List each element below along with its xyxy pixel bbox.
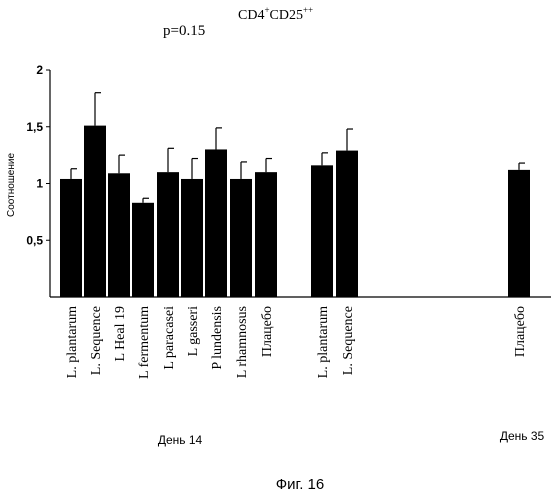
x-tick-label: L gasseri <box>186 306 201 357</box>
y-tick-label: 1 <box>36 177 43 191</box>
x-tick-label: Плацебо <box>513 306 528 357</box>
bar <box>108 173 130 297</box>
y-axis-label: Соотношение <box>6 153 17 217</box>
y-tick-label: 1,5 <box>26 120 43 134</box>
bar <box>255 172 277 297</box>
x-tick-label: L paracasei <box>162 306 177 370</box>
group-label-day35: День 35 <box>500 429 545 443</box>
bar <box>311 165 333 297</box>
x-tick-label: L. Sequence <box>341 306 356 375</box>
bar <box>84 126 106 297</box>
x-tick-label: L. plantarum <box>65 306 80 378</box>
bar <box>157 172 179 297</box>
group-label-day14: День 14 <box>158 433 203 447</box>
bar <box>132 203 154 297</box>
x-tick-label: P lundensis <box>210 306 225 370</box>
figure-caption: Фиг. 16 <box>276 476 324 493</box>
bar <box>336 151 358 297</box>
x-tick-labels: L. plantarum L. Sequence L Heal 19 L fermen… <box>65 306 528 379</box>
x-tick-label: L. Sequence <box>89 306 104 375</box>
bar <box>205 149 227 297</box>
chart-title: CD4+CD25++ <box>238 5 313 23</box>
bars <box>60 93 530 297</box>
bar <box>508 170 530 297</box>
bar <box>181 179 203 297</box>
x-tick-label: L Heal 19 <box>113 306 128 361</box>
y-tick-label: 2 <box>36 63 43 77</box>
y-ticks: 0,5 1 1,5 2 <box>26 63 50 247</box>
y-tick-label: 0,5 <box>26 233 43 247</box>
x-tick-label: L fermentum <box>137 306 152 379</box>
bar <box>230 179 252 297</box>
x-tick-label: L rhamnosus <box>235 306 250 378</box>
x-tick-label: L. plantarum <box>316 306 331 378</box>
bar <box>60 179 82 297</box>
x-tick-label: Плацебо <box>260 306 275 357</box>
p-value: p=0.15 <box>163 23 205 39</box>
